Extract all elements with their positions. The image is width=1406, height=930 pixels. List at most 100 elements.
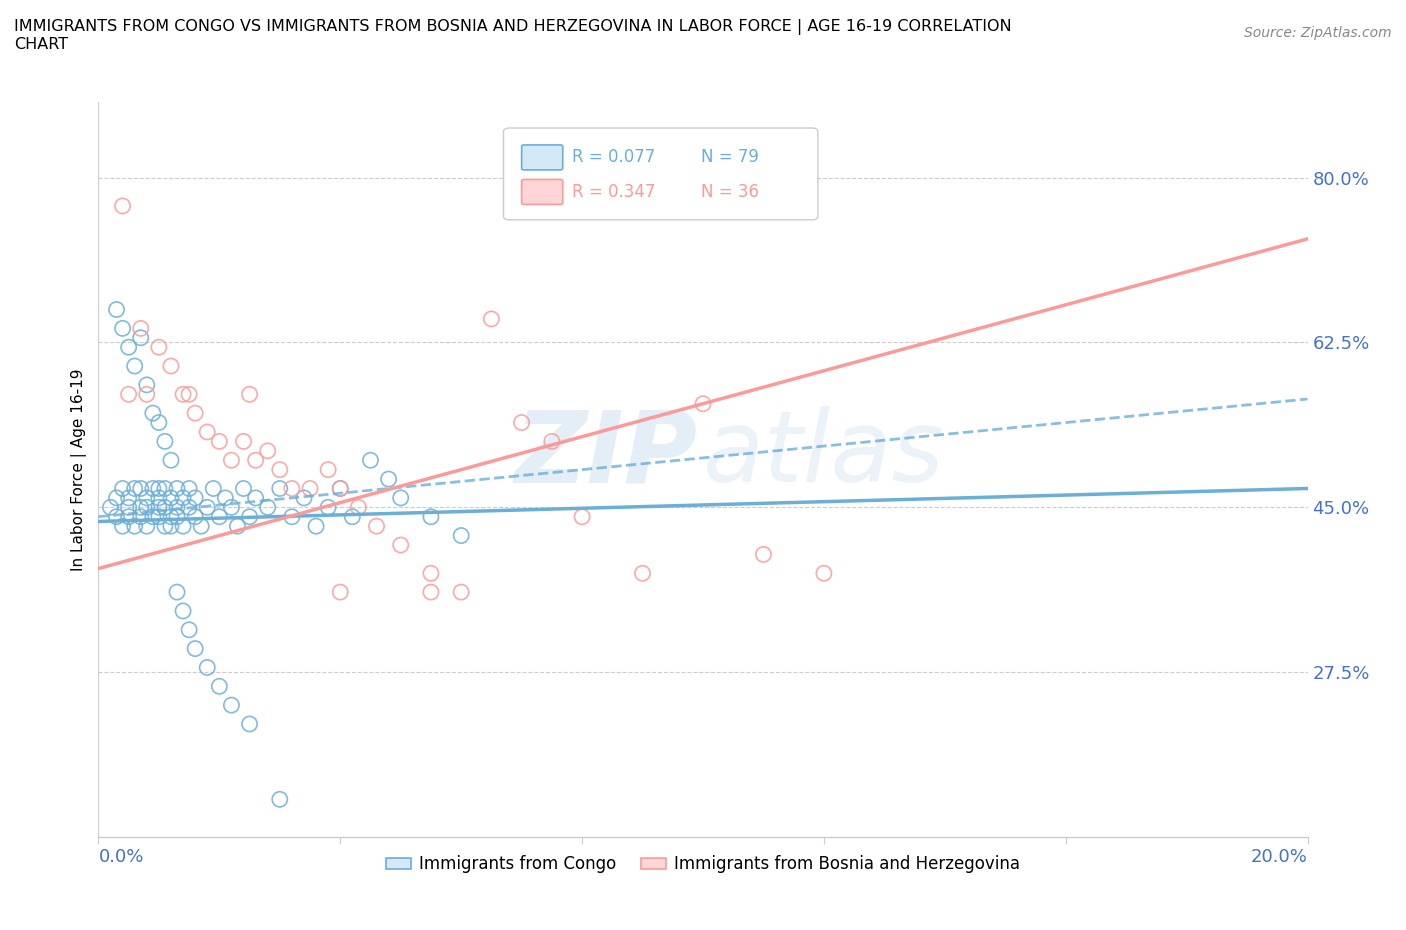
Point — [269, 462, 291, 477]
Point — [256, 500, 278, 515]
Point — [269, 791, 291, 806]
Point — [232, 481, 254, 496]
Point — [540, 434, 562, 449]
Point — [118, 339, 141, 354]
Point — [111, 519, 134, 534]
Point — [190, 519, 212, 534]
Point — [160, 359, 183, 374]
Point — [329, 585, 352, 600]
Point — [329, 481, 352, 496]
Point — [481, 312, 503, 326]
Text: Source: ZipAtlas.com: Source: ZipAtlas.com — [1244, 26, 1392, 40]
Point — [166, 481, 188, 496]
Point — [389, 490, 412, 505]
Point — [124, 481, 146, 496]
Point — [450, 528, 472, 543]
Text: atlas: atlas — [703, 406, 945, 503]
Point — [208, 679, 231, 694]
Point — [105, 302, 128, 317]
Point — [245, 453, 267, 468]
Point — [129, 330, 152, 345]
Point — [571, 510, 593, 525]
FancyBboxPatch shape — [522, 145, 562, 170]
Point — [226, 519, 249, 534]
Point — [160, 519, 183, 534]
Point — [129, 481, 152, 496]
Point — [195, 424, 218, 439]
Point — [179, 387, 201, 402]
Point — [111, 321, 134, 336]
Point — [420, 565, 443, 580]
Point — [184, 490, 207, 505]
Point — [148, 510, 170, 525]
Point — [281, 510, 304, 525]
Point — [208, 434, 231, 449]
Point — [239, 510, 262, 525]
Point — [129, 510, 152, 525]
Point — [360, 453, 382, 468]
Point — [148, 481, 170, 496]
Point — [111, 198, 134, 213]
Point — [166, 500, 188, 515]
Point — [232, 434, 254, 449]
Point — [510, 415, 533, 430]
Point — [179, 622, 201, 637]
Point — [305, 519, 328, 534]
Text: R = 0.347: R = 0.347 — [572, 183, 655, 201]
Point — [148, 339, 170, 354]
Point — [105, 510, 128, 525]
Point — [692, 396, 714, 411]
Point — [239, 387, 262, 402]
Point — [184, 510, 207, 525]
Point — [100, 500, 122, 515]
Point — [631, 565, 654, 580]
Point — [299, 481, 322, 496]
Point — [292, 490, 315, 505]
Point — [142, 510, 165, 525]
Point — [342, 510, 364, 525]
Point — [135, 387, 157, 402]
Point — [221, 500, 243, 515]
Point — [377, 472, 399, 486]
Point — [129, 321, 152, 336]
Point — [160, 490, 183, 505]
Point — [329, 481, 352, 496]
Text: N = 36: N = 36 — [700, 183, 759, 201]
Point — [184, 405, 207, 420]
Point — [111, 481, 134, 496]
Point — [316, 500, 339, 515]
Text: 0.0%: 0.0% — [98, 848, 143, 867]
Point — [148, 500, 170, 515]
Point — [208, 510, 231, 525]
Point — [118, 387, 141, 402]
Point — [195, 500, 218, 515]
Point — [172, 490, 194, 505]
Text: R = 0.077: R = 0.077 — [572, 149, 655, 166]
Point — [347, 500, 370, 515]
Point — [184, 641, 207, 656]
Point — [135, 500, 157, 515]
Point — [142, 481, 165, 496]
Point — [118, 500, 141, 515]
Point — [420, 585, 443, 600]
Point — [316, 462, 339, 477]
Point — [124, 519, 146, 534]
Point — [179, 500, 201, 515]
Point — [221, 453, 243, 468]
Point — [153, 500, 176, 515]
Point — [160, 453, 183, 468]
Point — [179, 481, 201, 496]
Point — [166, 510, 188, 525]
Point — [153, 519, 176, 534]
Point — [160, 510, 183, 525]
Point — [281, 481, 304, 496]
Y-axis label: In Labor Force | Age 16-19: In Labor Force | Age 16-19 — [72, 368, 87, 571]
Point — [118, 510, 141, 525]
FancyBboxPatch shape — [522, 179, 562, 205]
Point — [195, 660, 218, 675]
Point — [214, 490, 236, 505]
Point — [256, 444, 278, 458]
Point — [172, 604, 194, 618]
Text: ZIP: ZIP — [515, 406, 697, 503]
Point — [135, 490, 157, 505]
